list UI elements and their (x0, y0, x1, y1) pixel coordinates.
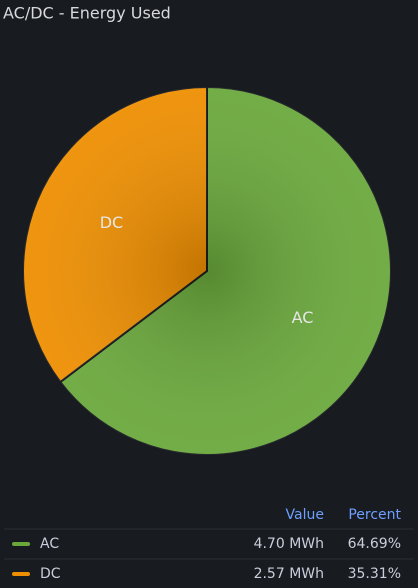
legend-percent: 64.69% (348, 536, 401, 552)
pie: AC DC (22, 85, 392, 456)
legend-percent: 35.31% (348, 566, 401, 582)
slice-label: DC (100, 213, 124, 232)
legend-value: 2.57 MWh (254, 566, 324, 582)
legend-header: Percent (348, 507, 401, 523)
legend-header: Value (286, 507, 324, 523)
legend: Value Percent AC 4.70 MWh 64.69% DC 2.57 MWh 35… (4, 507, 414, 582)
legend-swatch (12, 572, 30, 576)
legend-label: AC (40, 536, 59, 552)
slice-shade (60, 87, 392, 456)
legend-swatch (12, 542, 30, 546)
slice-shade (23, 86, 207, 383)
legend-value: 4.70 MWh (254, 536, 324, 552)
panel-title: AC/DC - Energy Used (3, 4, 171, 23)
legend-label: DC (40, 566, 61, 582)
slice-label: AC (292, 308, 314, 327)
